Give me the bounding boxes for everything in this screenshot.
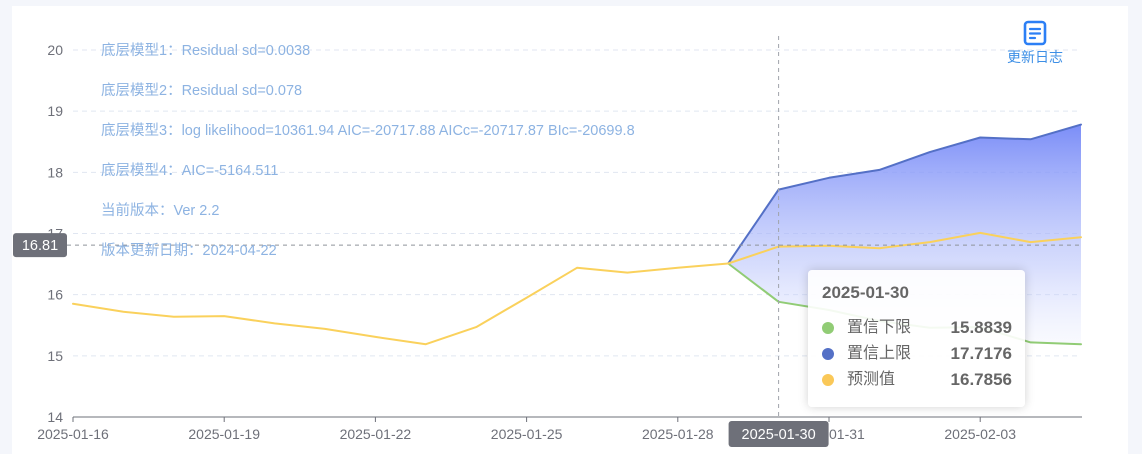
current-version-annotation: 当前版本：Ver 2.2 [101,203,220,219]
data-point-prediction [977,230,983,236]
x-tick-label: 2025-01-22 [340,426,412,442]
x-tick-label: 2025-01-28 [642,426,714,442]
x-axis-pointer-badge-bg [728,421,829,447]
data-point-prediction [1028,239,1034,245]
upper-bound-dot-icon [822,348,834,360]
x-tick-label: 2025-02-03 [944,426,1016,442]
data-point-prediction [473,324,479,330]
data-point-upper-bound [1078,122,1084,128]
model-1-annotation: 底层模型1：Residual sd=0.0038 [101,43,311,59]
update-log-label[interactable]: 更新日志 [1007,49,1063,65]
y-tick-label: 16 [47,287,63,303]
model-2-annotation: 底层模型2：Residual sd=0.078 [101,83,303,99]
data-point-prediction [221,313,227,319]
data-point-prediction [725,260,731,266]
data-point-prediction [70,301,76,307]
model-3-annotation: 底层模型3：log likelihood=10361.94 AIC=-20717… [101,123,635,139]
tooltip-row-value: 15.8839 [950,318,1012,337]
version-update-date-annotation: 版本更新日期：2024-04-22 [101,243,277,259]
data-point-upper-bound [1028,136,1034,142]
y-axis-pointer-value: 16.81 [22,238,58,254]
y-tick-label: 15 [47,348,63,364]
data-point-prediction [524,295,530,301]
tooltip-row-label: 置信上限 [847,345,912,362]
data-point-prediction [1078,234,1084,240]
tooltip-row-prediction: 预测值 16.7856 [822,367,1012,393]
data-point-prediction [876,245,882,251]
x-tick-label: 2025-01-19 [188,426,260,442]
data-point-lower-bound [1028,339,1034,345]
data-point-prediction [927,239,933,245]
model-4-annotation: 底层模型4：AIC=-5164.511 [101,163,279,179]
data-point-prediction [423,341,429,347]
x-axis-pointer-badge: 2025-01-30 [728,421,829,447]
prediction-dot-icon [822,374,834,386]
data-point-upper-bound [876,167,882,173]
data-point-prediction [675,265,681,271]
y-axis-pointer-badge: 16.81 [13,233,67,258]
y-tick-label: 14 [47,409,63,425]
series-line-upper-bound [727,123,1082,265]
data-point-prediction [171,314,177,320]
data-point-prediction [826,243,832,249]
lower-bound-dot-icon [822,322,834,334]
data-point-prediction [272,320,278,326]
data-point-upper-bound [927,149,933,155]
x-axis-pointer-value: 2025-01-30 [742,427,816,443]
tooltip-row-value: 16.7856 [950,370,1012,389]
y-axis-pointer-badge-bg [13,233,67,258]
tooltip-row-label: 置信下限 [847,319,912,336]
data-point-lower-bound [1078,341,1084,347]
chart-tooltip: 2025-01-30 置信下限 15.8839 置信上限 17.7176 预测值… [808,270,1025,407]
tooltip-row-upper-bound: 置信上限 17.7176 [822,341,1012,367]
data-point-prediction [372,334,378,340]
series-line-prediction [72,231,1082,346]
y-tick-label: 18 [47,164,63,180]
data-point-prediction [322,326,328,332]
tooltip-title: 2025-01-30 [822,283,909,302]
tooltip-row-label: 预测值 [847,371,896,388]
data-point-upper-bound [977,134,983,140]
document-list-icon[interactable] [1022,20,1048,46]
data-point-prediction [574,265,580,271]
tooltip-row-lower-bound: 置信下限 15.8839 [822,315,1012,341]
x-tick-label: 2025-01-16 [37,426,109,442]
x-tick-label: 2025-01-25 [491,426,563,442]
data-point-prediction [624,270,630,276]
data-point-prediction [120,309,126,315]
data-point-upper-bound [826,175,832,181]
update-log-button[interactable]: 更新日志 [1000,20,1070,66]
tooltip-row-value: 17.7176 [950,344,1012,363]
y-tick-label: 19 [47,103,63,119]
y-tick-label: 20 [47,42,63,58]
